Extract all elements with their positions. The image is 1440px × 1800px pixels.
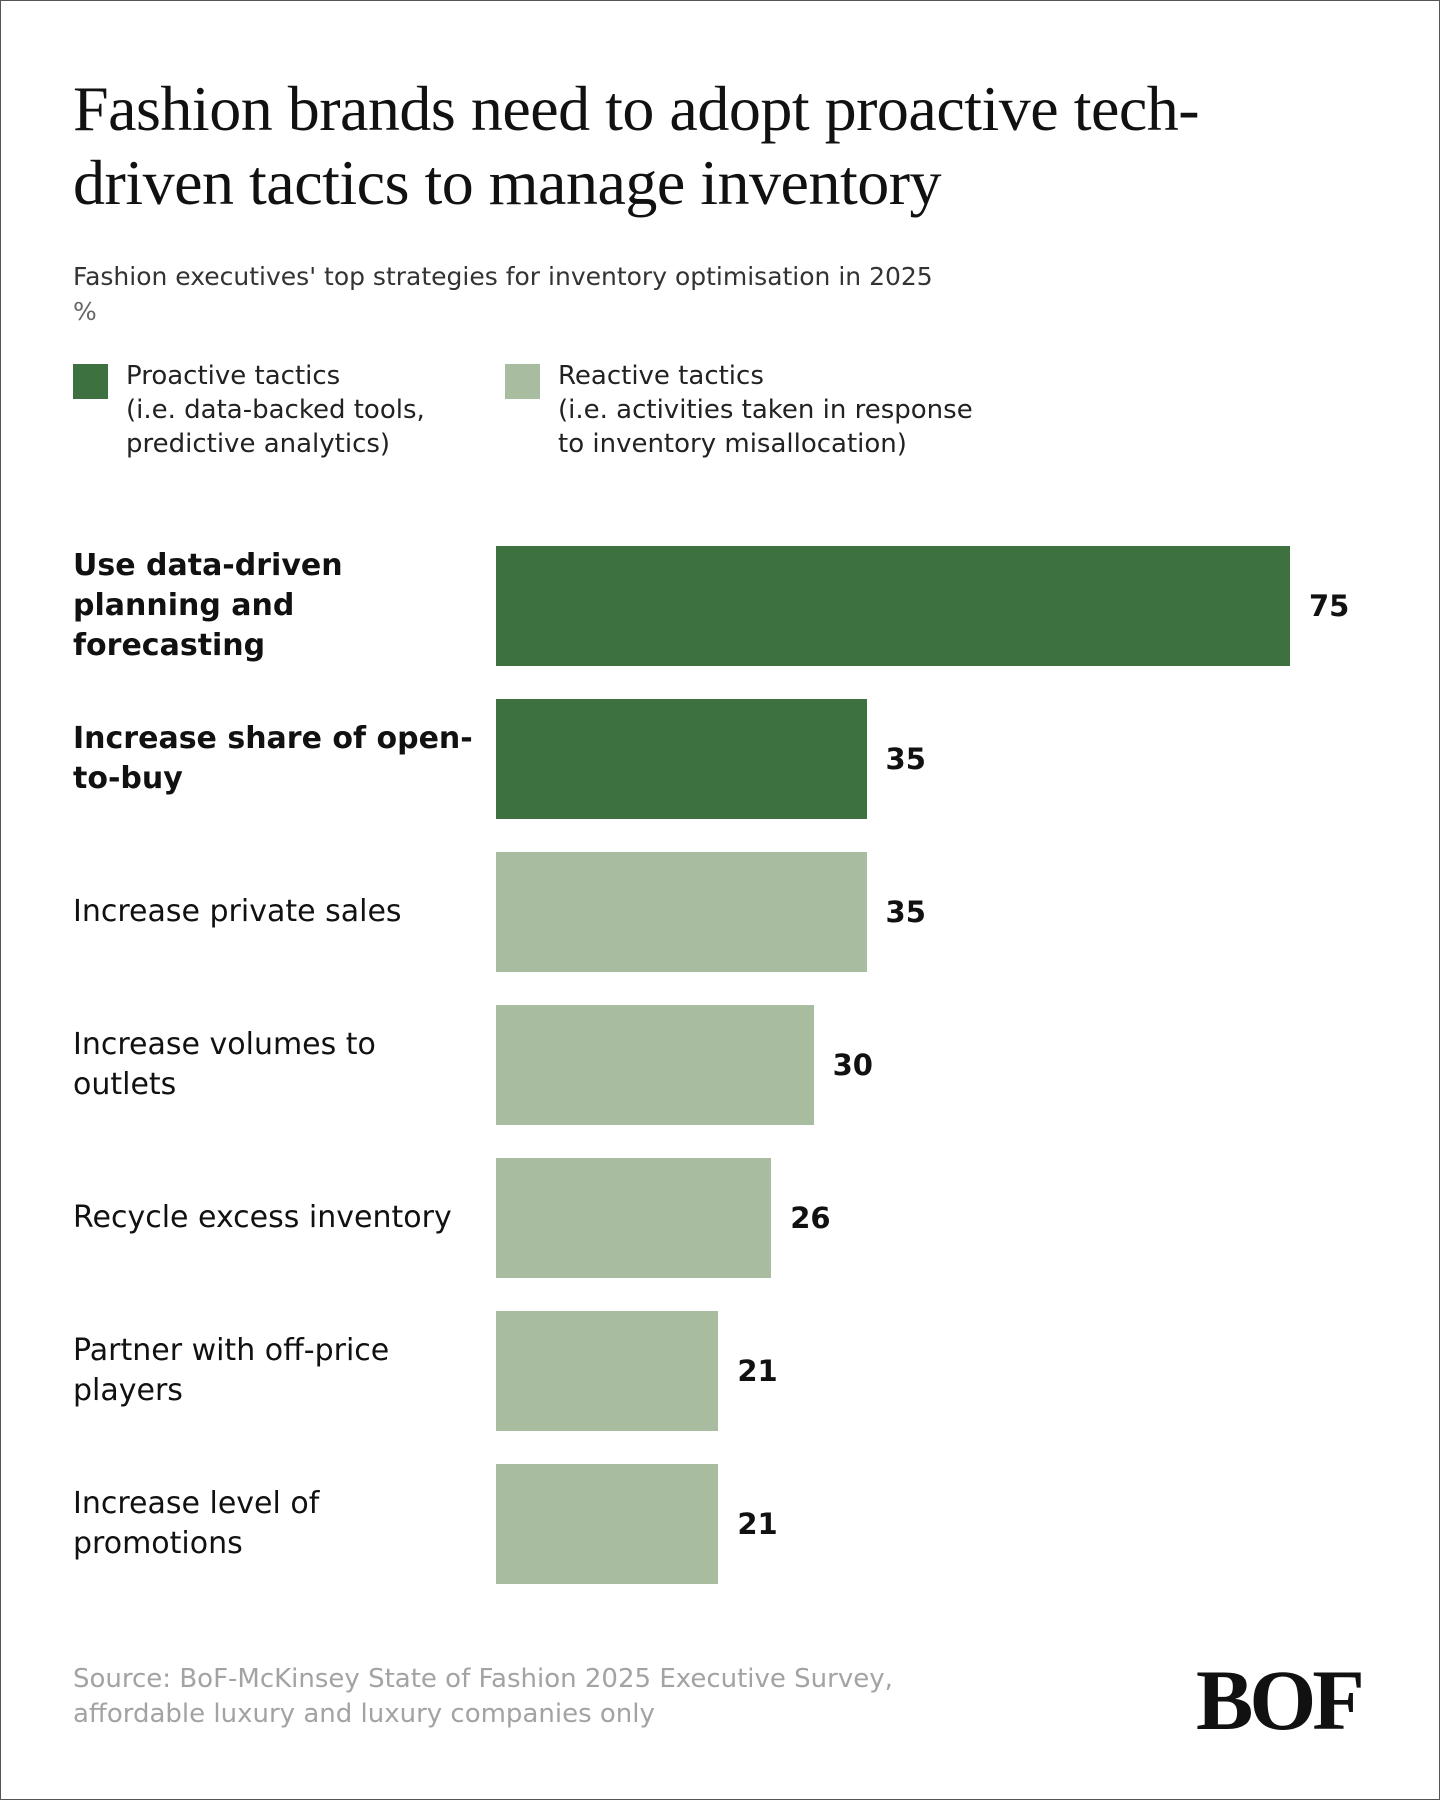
bar <box>496 852 867 972</box>
bar <box>496 699 867 819</box>
category-label: Increase level of promotions <box>73 1486 320 1561</box>
chart-subtitle: Fashion executives' top strategies for i… <box>73 262 933 291</box>
category-label: Increase private sales <box>73 894 402 929</box>
logo: BOF <box>1196 1652 1365 1748</box>
category-label: Partner with off-price players <box>73 1333 390 1408</box>
legend-swatch <box>505 364 540 399</box>
category-label: Increase volumes to outlets <box>73 1027 376 1102</box>
unit-label: % <box>73 297 97 326</box>
category-label: Increase share of open-to-buy <box>73 721 473 796</box>
legend-description: (i.e. data-backed tools, predictive anal… <box>126 395 425 459</box>
value-label: 35 <box>885 895 926 929</box>
chart-title: Fashion brands need to adopt proactive t… <box>73 73 1200 218</box>
source-note: Source: BoF-McKinsey State of Fashion 20… <box>73 1664 893 1729</box>
bar <box>496 1005 814 1125</box>
value-label: 30 <box>832 1048 873 1082</box>
legend-description: (i.e. activities taken in response to in… <box>558 395 973 459</box>
value-label: 75 <box>1309 589 1350 623</box>
bar <box>496 1158 772 1278</box>
bar <box>496 546 1290 666</box>
bar <box>496 1311 719 1431</box>
category-label: Use data-driven planning and forecasting <box>73 548 343 663</box>
value-label: 35 <box>885 742 926 776</box>
value-label: 21 <box>737 1354 778 1388</box>
legend-label: Proactive tactics <box>126 361 341 391</box>
value-label: 21 <box>737 1507 778 1541</box>
legend-label: Reactive tactics <box>558 361 764 391</box>
legend-swatch <box>73 364 108 399</box>
bar <box>496 1464 719 1584</box>
value-label: 26 <box>790 1201 831 1235</box>
category-label: Recycle excess inventory <box>73 1200 452 1235</box>
